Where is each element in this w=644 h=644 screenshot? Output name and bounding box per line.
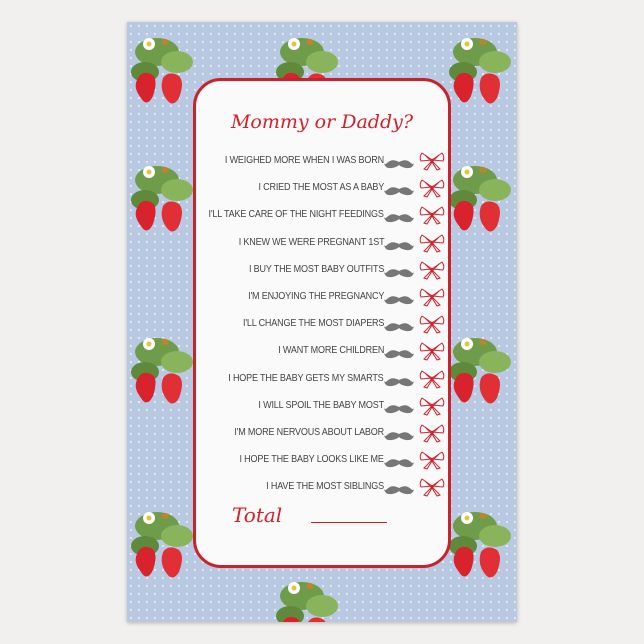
question-text: I have the most siblings xyxy=(266,480,384,493)
bow-icon[interactable] xyxy=(419,151,445,175)
strawberry-cluster-icon xyxy=(445,322,517,416)
question-row: I'm more nervous about labor xyxy=(196,423,448,443)
question-row: I weighed more when I was born xyxy=(196,151,448,171)
bow-icon[interactable] xyxy=(419,314,445,338)
mustache-icon[interactable] xyxy=(384,209,414,228)
question-text: I will spoil the baby most xyxy=(258,398,384,411)
bow-icon[interactable] xyxy=(419,423,445,447)
bow-icon[interactable] xyxy=(419,287,445,311)
bow-icon[interactable] xyxy=(419,396,445,420)
question-text: I buy the most baby outfits xyxy=(248,262,384,275)
mustache-icon[interactable] xyxy=(384,481,414,500)
question-row: I cried the most as a baby xyxy=(196,178,448,198)
strawberry-cluster-icon xyxy=(272,566,344,622)
question-row: I hope the baby gets my smarts xyxy=(196,369,448,389)
bow-icon[interactable] xyxy=(419,369,445,393)
question-text: I'll take care of the night feedings xyxy=(208,208,384,221)
game-title: Mommy or Daddy? xyxy=(230,111,414,133)
strawberry-cluster-icon xyxy=(127,322,199,416)
mustache-icon[interactable] xyxy=(384,318,414,337)
question-text: I cried the most as a baby xyxy=(258,181,384,194)
question-row: I'm enjoying the pregnancy xyxy=(196,287,448,307)
question-text: I'll change the most diapers xyxy=(242,317,384,330)
strawberry-cluster-icon xyxy=(445,496,517,590)
bow-icon[interactable] xyxy=(419,205,445,229)
question-text: I'm more nervous about labor xyxy=(234,426,384,438)
bow-icon[interactable] xyxy=(419,260,445,284)
mustache-icon[interactable] xyxy=(384,182,414,201)
question-row: I'll change the most diapers xyxy=(196,314,448,334)
question-row: I have the most siblings xyxy=(196,477,448,497)
bow-icon[interactable] xyxy=(419,178,445,202)
strawberry-cluster-icon xyxy=(445,22,517,116)
bow-icon[interactable] xyxy=(419,341,445,365)
question-row: I will spoil the baby most xyxy=(196,396,448,416)
bow-icon[interactable] xyxy=(419,450,445,474)
mustache-icon[interactable] xyxy=(384,427,414,446)
question-row: I buy the most baby outfits xyxy=(196,260,448,280)
mustache-icon[interactable] xyxy=(384,237,414,256)
question-text: I want more children xyxy=(278,344,384,357)
strawberry-cluster-icon xyxy=(127,150,199,244)
question-text: I weighed more when I was born xyxy=(224,154,384,166)
question-text: I'm enjoying the pregnancy xyxy=(247,290,384,302)
question-row: I'll take care of the night feedings xyxy=(196,205,448,225)
strawberry-cluster-icon xyxy=(127,22,199,116)
total-label: Total xyxy=(232,503,283,527)
strawberry-cluster-icon xyxy=(127,496,199,590)
mustache-icon[interactable] xyxy=(384,155,414,174)
question-row: I knew we were pregnant 1st xyxy=(196,233,448,253)
bow-icon[interactable] xyxy=(419,233,445,257)
game-panel: Mommy or Daddy? Total I weighed more whe… xyxy=(193,78,451,568)
question-text: I knew we were pregnant 1st xyxy=(238,235,384,248)
question-text: I hope the baby gets my smarts xyxy=(228,371,384,384)
total-blank-line xyxy=(311,522,387,523)
mustache-icon[interactable] xyxy=(384,291,414,310)
mustache-icon[interactable] xyxy=(384,454,414,473)
bow-icon[interactable] xyxy=(419,477,445,501)
mustache-icon[interactable] xyxy=(384,345,414,364)
mustache-icon[interactable] xyxy=(384,264,414,283)
strawberry-cluster-icon xyxy=(445,150,517,244)
mustache-icon[interactable] xyxy=(384,400,414,419)
mustache-icon[interactable] xyxy=(384,373,414,392)
question-row: I want more children xyxy=(196,341,448,361)
question-row: I hope the baby looks like me xyxy=(196,450,448,470)
question-text: I hope the baby looks like me xyxy=(239,453,384,466)
